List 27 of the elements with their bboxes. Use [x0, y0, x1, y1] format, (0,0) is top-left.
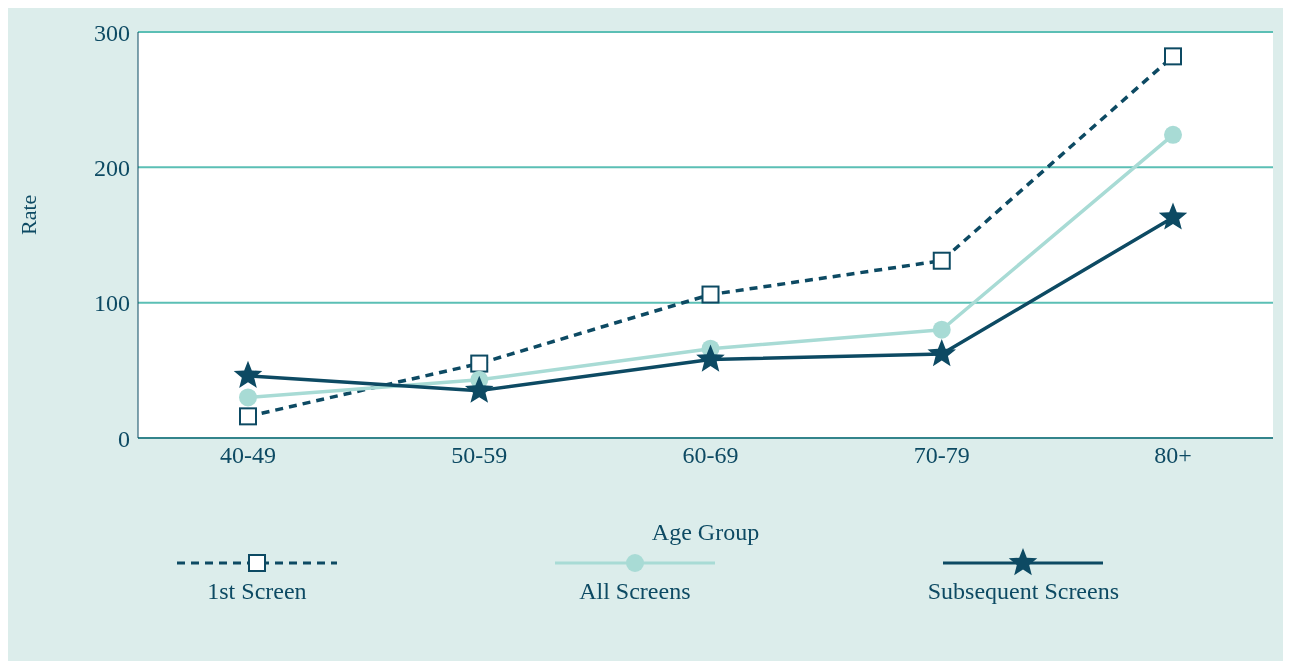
point	[1164, 47, 1182, 66]
x-tick-label: 70-79	[913, 442, 970, 469]
point	[464, 375, 494, 403]
y-tick-label: 0	[118, 425, 130, 452]
x-tick-label: 80+	[1154, 442, 1192, 469]
point	[932, 320, 951, 339]
point	[696, 344, 725, 372]
point	[233, 360, 263, 388]
x-tick-label: 60-69	[682, 442, 739, 469]
point	[1164, 125, 1182, 144]
y-tick-label: 100	[94, 290, 130, 317]
x-tick-label: 40-49	[220, 442, 276, 469]
point	[701, 285, 720, 304]
x-axis-title: Age Group	[651, 519, 760, 545]
y-tick-label: 200	[94, 154, 130, 181]
point	[470, 354, 489, 373]
x-tick-label: 50-59	[451, 442, 508, 469]
point	[927, 339, 957, 367]
point	[1158, 202, 1188, 230]
legend-label: Subsequent Screens	[927, 578, 1120, 605]
point	[239, 407, 257, 426]
y-axis-title: Rate	[15, 194, 41, 235]
point	[932, 251, 951, 270]
y-tick-label: 300	[94, 19, 130, 46]
legend-label: 1st Screen	[207, 578, 307, 605]
legend-label: All Screens	[579, 578, 691, 605]
point	[239, 388, 257, 407]
